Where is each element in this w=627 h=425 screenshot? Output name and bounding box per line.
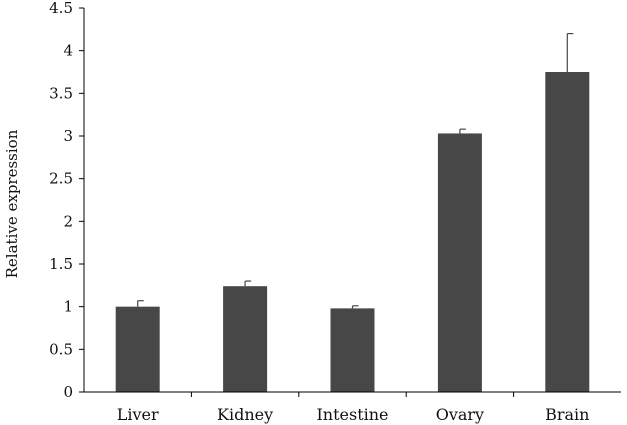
y-tick-label: 4 bbox=[63, 42, 73, 60]
bar-brain bbox=[545, 72, 590, 392]
bar-liver bbox=[115, 306, 160, 392]
y-axis-title: Relative expression bbox=[3, 129, 21, 278]
y-tick-label: 4.5 bbox=[49, 0, 73, 17]
y-tick-label: 1.5 bbox=[49, 255, 73, 273]
x-category-label: Ovary bbox=[436, 405, 484, 424]
y-axis-ticks: 0 0.5 1 1.5 2 2.5 3 3.5 4 4.5 bbox=[49, 0, 515, 401]
bar-kidney bbox=[223, 286, 268, 392]
error-bars bbox=[137, 32, 574, 309]
y-tick-label: 3.5 bbox=[49, 84, 73, 102]
y-tick-label: 1 bbox=[63, 298, 73, 316]
y-tick-label: 3 bbox=[63, 127, 73, 145]
y-tick-label: 0.5 bbox=[49, 340, 73, 358]
x-category-label: Intestine bbox=[316, 405, 388, 424]
bar-series bbox=[115, 72, 590, 392]
y-tick-label: 2.5 bbox=[49, 170, 73, 188]
x-category-label: Liver bbox=[117, 405, 159, 424]
x-category-label: Kidney bbox=[217, 405, 273, 424]
y-tick-label: 2 bbox=[63, 212, 73, 230]
x-axis-labels: Liver Kidney Intestine Ovary Brain bbox=[117, 405, 590, 424]
x-category-label: Brain bbox=[545, 405, 589, 424]
y-tick-label: 0 bbox=[63, 383, 73, 401]
bar-ovary bbox=[437, 133, 482, 392]
bar-intestine bbox=[330, 308, 375, 392]
